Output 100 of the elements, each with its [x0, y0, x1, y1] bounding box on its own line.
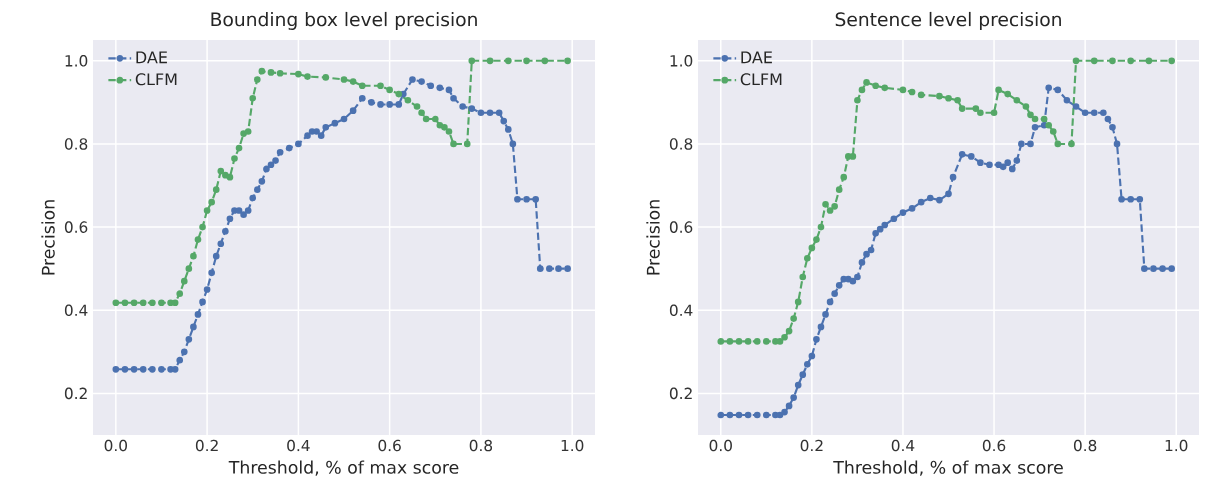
point	[858, 86, 866, 94]
chart-title: Bounding box level precision	[211, 11, 477, 30]
point	[249, 94, 257, 102]
point	[171, 299, 179, 307]
x-tick-label: 0.6	[982, 439, 1006, 452]
point	[418, 109, 425, 117]
point	[413, 103, 421, 110]
point	[258, 67, 266, 75]
point	[863, 79, 870, 86]
point	[240, 130, 247, 137]
point	[504, 57, 512, 65]
point	[564, 57, 571, 65]
point	[199, 223, 206, 231]
point	[395, 90, 403, 98]
point	[112, 299, 120, 307]
point	[180, 277, 188, 285]
point	[194, 236, 202, 243]
x-tick-label: 0.6	[378, 439, 401, 452]
point	[817, 223, 825, 231]
point	[167, 299, 174, 307]
point	[794, 298, 802, 306]
point	[1031, 115, 1039, 123]
point	[422, 115, 430, 123]
point	[185, 265, 193, 273]
point	[267, 69, 275, 76]
point	[1072, 57, 1080, 65]
point	[431, 115, 439, 123]
point	[445, 128, 453, 135]
point	[936, 92, 943, 100]
point	[840, 173, 848, 181]
y-tick-label: 0.2	[669, 387, 692, 400]
point	[450, 140, 457, 148]
x-axis-title: Threshold, % of max score	[833, 460, 1063, 476]
point	[244, 128, 252, 135]
point	[190, 252, 197, 260]
point	[235, 144, 243, 152]
point	[463, 140, 471, 148]
point	[799, 273, 807, 281]
point	[404, 96, 412, 104]
point	[717, 338, 725, 345]
point	[212, 186, 220, 194]
point	[954, 96, 961, 104]
x-tick-label: 0.8	[1073, 439, 1097, 452]
point	[1040, 115, 1048, 123]
point	[808, 244, 816, 252]
point	[304, 73, 311, 80]
point	[776, 338, 784, 345]
point	[744, 338, 752, 345]
point	[753, 338, 761, 345]
point	[349, 78, 357, 85]
x-tick-label: 1.0	[1165, 439, 1188, 452]
point	[158, 299, 165, 307]
point	[844, 153, 852, 160]
point	[781, 333, 788, 341]
point	[176, 290, 184, 297]
point	[990, 109, 998, 117]
point	[253, 76, 261, 83]
y-tick-label: 0.6	[669, 221, 693, 233]
y-tick-label: 0.8	[669, 138, 693, 150]
point	[1004, 90, 1012, 98]
point	[813, 236, 820, 243]
point	[468, 57, 476, 65]
x-axis-title: Threshold, % of max score	[228, 460, 459, 476]
x-tick-label: 1.0	[561, 439, 584, 452]
point	[977, 109, 984, 117]
point	[436, 121, 444, 129]
x-tick-label: 0.0	[709, 439, 732, 452]
point	[790, 315, 797, 322]
point	[486, 57, 494, 65]
point	[1068, 140, 1075, 148]
point	[1168, 57, 1176, 65]
point	[217, 167, 225, 175]
point	[1049, 128, 1057, 135]
legend-label: CLFM	[740, 73, 782, 86]
point	[735, 338, 743, 345]
x-tick-label: 0.2	[800, 439, 823, 452]
x-tick-label: 0.8	[469, 439, 493, 452]
point	[1045, 121, 1053, 129]
y-tick-label: 0.6	[64, 221, 88, 233]
point	[226, 173, 234, 181]
point	[377, 82, 384, 90]
point	[295, 70, 302, 78]
point	[762, 338, 770, 345]
x-tick-label: 0.4	[287, 439, 310, 452]
x-tick-label: 0.4	[891, 439, 915, 452]
point	[1145, 57, 1153, 65]
point	[523, 57, 530, 65]
point	[945, 94, 952, 102]
point	[231, 155, 238, 162]
point	[881, 84, 889, 92]
point	[726, 338, 734, 345]
point	[1013, 96, 1021, 104]
y-tick-label: 1.0	[65, 55, 88, 67]
legend-label: DAE	[741, 51, 772, 64]
legend-label: DAE	[136, 51, 167, 64]
point	[1127, 57, 1135, 65]
point	[995, 86, 1002, 94]
x-tick-label: 0.2	[195, 439, 218, 452]
point	[1109, 57, 1116, 65]
point	[149, 299, 156, 307]
